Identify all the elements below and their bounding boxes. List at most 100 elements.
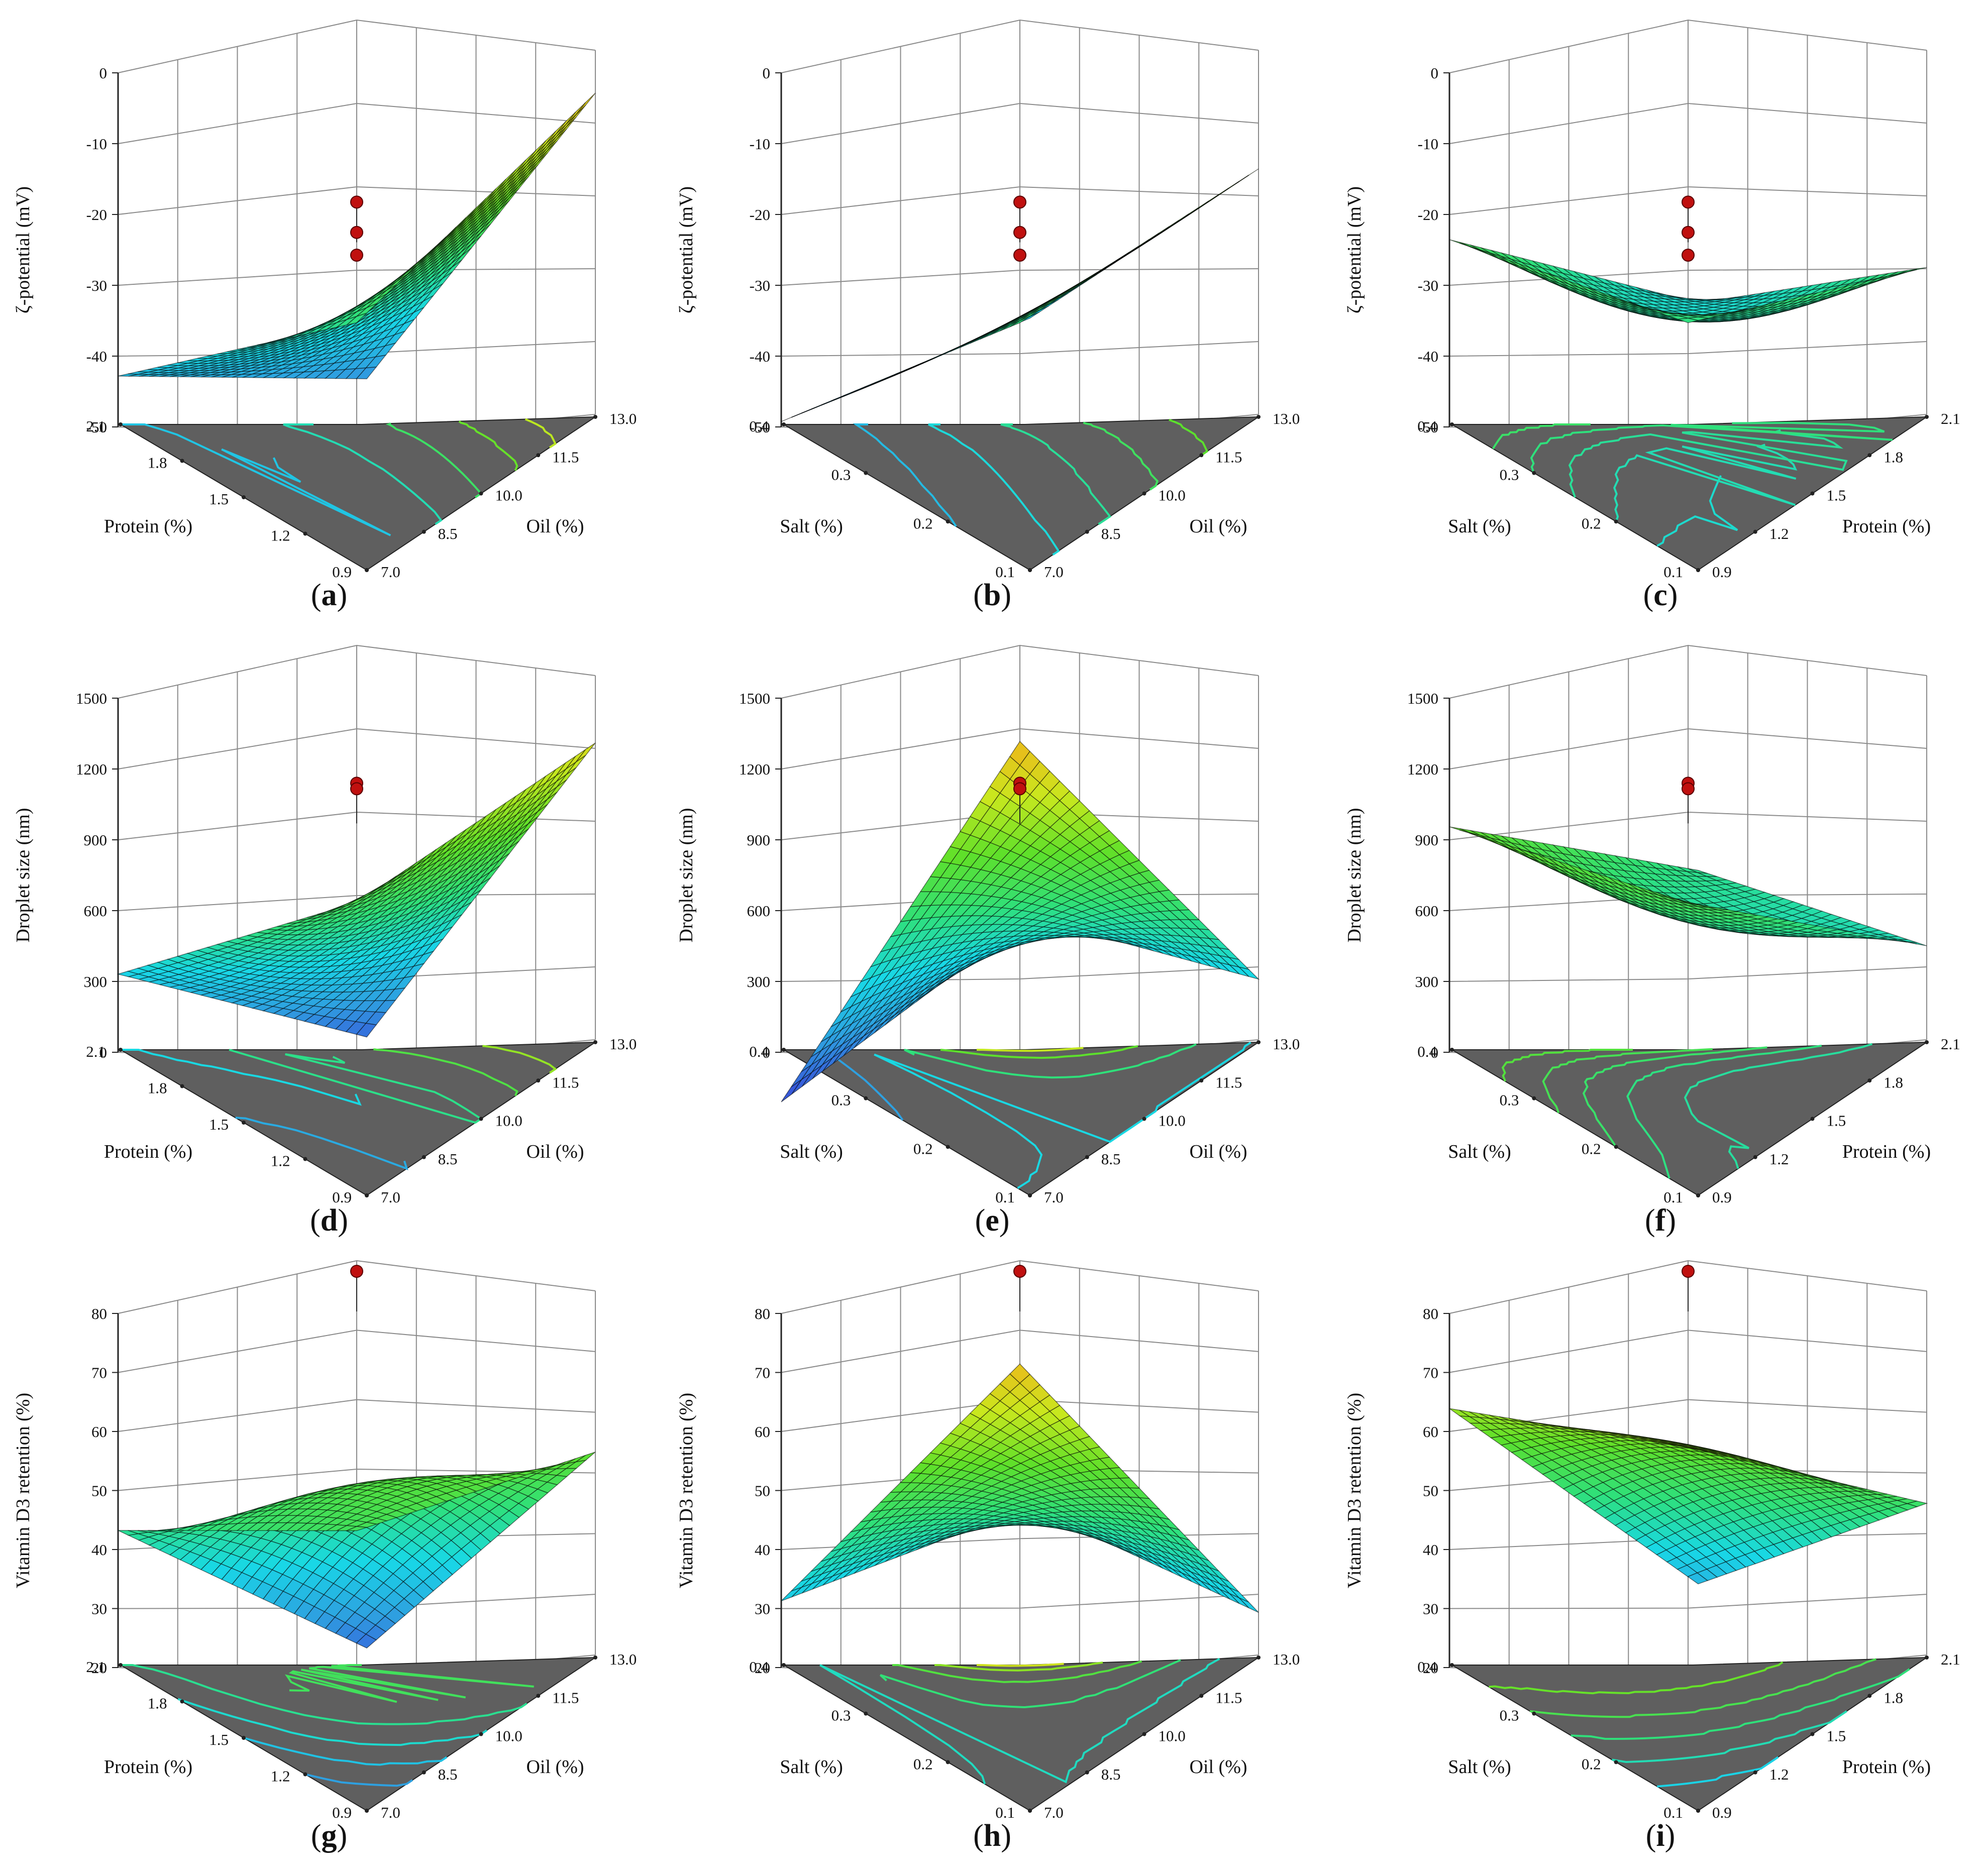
z-tick-label: -20 — [86, 206, 107, 224]
y-tick-label: 1.8 — [1884, 1073, 1903, 1091]
z-tick-label: 70 — [91, 1364, 107, 1382]
z-tick-label: 600 — [84, 902, 108, 920]
z-tick-label: 30 — [91, 1600, 107, 1618]
y-tick-label: 8.5 — [438, 1765, 458, 1783]
x-tick — [1450, 422, 1454, 426]
contour-floor — [119, 1041, 597, 1196]
z-axis-title: Droplet size (nm) — [1344, 808, 1365, 942]
design-point — [1013, 782, 1026, 796]
y-tick — [1810, 491, 1815, 496]
y-tick — [365, 1193, 369, 1197]
x-tick — [303, 1772, 307, 1777]
y-tick — [479, 491, 483, 496]
z-tick-labels: 0-10-20-30-40-50 — [1418, 64, 1449, 436]
z-tick-label: -10 — [1418, 135, 1438, 153]
z-tick-label: -50 — [750, 418, 770, 436]
y-tick-label: 8.5 — [1101, 1150, 1121, 1168]
floor-plane — [119, 1041, 597, 1196]
z-tick-label: -30 — [750, 277, 770, 294]
floor-plane — [119, 416, 597, 571]
y-tick — [1085, 529, 1089, 534]
design-point — [350, 782, 363, 796]
y-tick — [1753, 1155, 1757, 1159]
y-tick-label: 13.0 — [609, 1035, 637, 1053]
x-tick-label: 0.3 — [831, 466, 851, 484]
design-point — [1682, 226, 1695, 239]
y-tick — [1257, 415, 1261, 419]
x-tick — [946, 519, 950, 524]
y-tick-label: 1.5 — [1827, 487, 1846, 504]
x-tick — [864, 1096, 868, 1100]
y-tick — [365, 1809, 369, 1813]
x-tick-label: 1.5 — [209, 1116, 229, 1133]
floor-plane — [782, 1041, 1261, 1196]
x-axis-title: Protein (%) — [104, 1756, 192, 1778]
x-tick-label: 0.4 — [749, 417, 769, 435]
y-tick-label: 13.0 — [1273, 1650, 1300, 1668]
z-tick-label: 60 — [91, 1423, 107, 1441]
y-tick-label: 8.5 — [438, 1150, 458, 1168]
contour-line — [458, 420, 518, 471]
panel-label: (d) — [310, 1203, 348, 1238]
x-axis-title: Protein (%) — [104, 1141, 192, 1162]
x-tick-label: 0.4 — [1417, 417, 1437, 435]
y-axis-title: Oil (%) — [526, 1756, 584, 1778]
z-tick-label: -10 — [86, 135, 107, 153]
y-tick-label: 13.0 — [609, 1650, 637, 1668]
z-tick-label: -20 — [750, 206, 770, 224]
y-tick-label: 1.5 — [1827, 1112, 1846, 1130]
contour-line — [525, 418, 557, 449]
y-tick-label: 1.8 — [1884, 448, 1903, 466]
y-tick — [1696, 568, 1700, 572]
y-tick — [1028, 568, 1032, 572]
y-tick-label: 13.0 — [1273, 410, 1300, 427]
y-tick — [1810, 1117, 1815, 1121]
contour-line — [1000, 423, 1112, 525]
y-tick — [1867, 1078, 1872, 1083]
y-tick-label: 8.5 — [1101, 1765, 1121, 1783]
y-tick — [422, 1155, 426, 1159]
x-tick — [782, 422, 786, 426]
x-tick — [1450, 1048, 1454, 1052]
x-tick — [1532, 1096, 1536, 1100]
y-tick-label: 7.0 — [1044, 1804, 1064, 1821]
z-tick-label: -10 — [750, 135, 770, 153]
contour-floor — [119, 1657, 597, 1812]
design-points — [350, 195, 363, 262]
design-point — [1013, 226, 1026, 239]
surface-cell — [575, 1452, 596, 1463]
y-axis-title: Protein (%) — [1842, 516, 1931, 537]
z-tick-label: 1200 — [1407, 760, 1438, 778]
z-tick-labels: 0-10-20-30-40-50 — [86, 64, 118, 436]
design-points — [1682, 195, 1695, 262]
z-tick-label: 0 — [763, 64, 771, 82]
x-axis-title: Salt (%) — [780, 516, 843, 537]
floor-plane — [1450, 1041, 1929, 1196]
y-tick — [1257, 1656, 1261, 1660]
y-tick-label: 0.9 — [1712, 1188, 1732, 1206]
x-tick-labels: 2.11.81.51.20.9 — [86, 417, 369, 581]
design-point — [1682, 782, 1695, 796]
design-point — [350, 249, 363, 262]
design-point — [1682, 249, 1695, 262]
x-tick-label: 2.1 — [86, 417, 106, 435]
z-tick-label: 0 — [99, 64, 108, 82]
design-point — [350, 226, 363, 239]
y-tick-label: 11.5 — [1215, 448, 1242, 466]
y-tick-label: 10.0 — [1159, 1727, 1186, 1745]
panel-b: 0-10-20-30-40-50ζ-potential (mV)0.40.30.… — [676, 19, 1300, 612]
y-tick — [479, 1732, 483, 1736]
z-tick-label: -50 — [86, 418, 107, 436]
z-axis-title: ζ-potential (mV) — [1344, 186, 1365, 313]
y-tick-label: 0.9 — [1712, 563, 1732, 581]
y-tick-label: 7.0 — [1044, 563, 1064, 581]
contour-line — [928, 423, 1060, 556]
x-tick-label: 0.2 — [1582, 1140, 1601, 1157]
y-tick — [593, 415, 597, 419]
design-point — [1013, 249, 1026, 262]
contour-line — [121, 423, 391, 536]
y-tick — [1028, 1809, 1032, 1813]
